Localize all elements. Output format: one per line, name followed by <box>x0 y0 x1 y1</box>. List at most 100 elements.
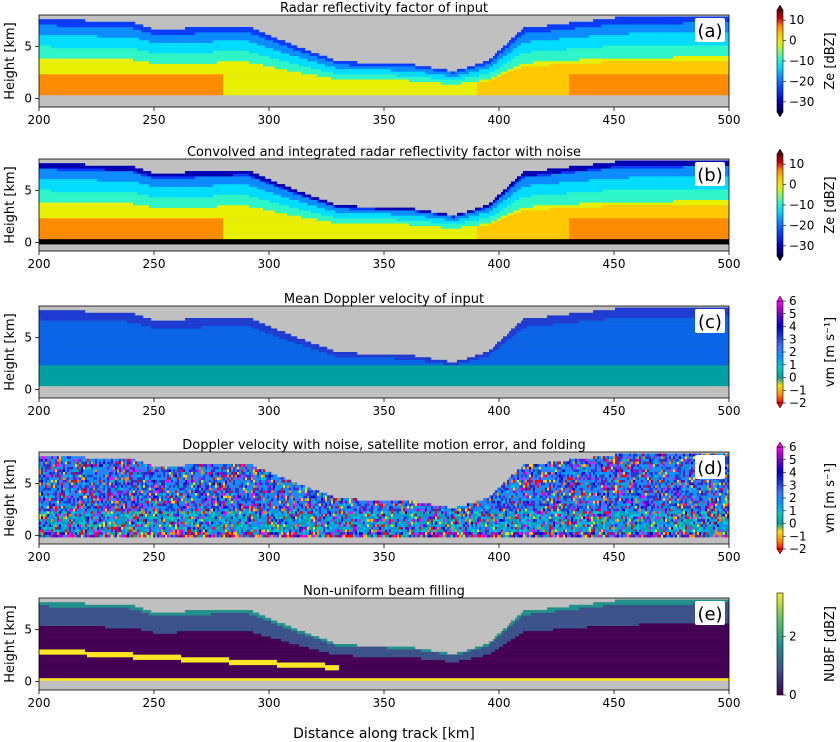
colorbar-tick-label: 0 <box>789 688 797 702</box>
y-tick-label: 0 <box>24 675 32 689</box>
x-tick-label: 350 <box>373 550 396 564</box>
y-tick-label: 5 <box>24 622 32 636</box>
panel-label-text: (a) <box>697 21 722 42</box>
panel-title: Doppler velocity with noise, satellite m… <box>182 438 585 453</box>
x-tick-label: 450 <box>603 113 626 127</box>
colorbar-label: vm [m s⁻¹] <box>823 463 838 533</box>
y-tick-label: 5 <box>24 183 32 197</box>
panel-label: (a) <box>695 18 725 42</box>
x-tick-label: 400 <box>488 113 511 127</box>
colorbar-tick-label: −20 <box>789 74 814 88</box>
x-tick-label: 200 <box>28 257 51 271</box>
x-tick-label: 250 <box>143 113 166 127</box>
colorbar-tick-label: −1 <box>789 529 807 543</box>
colorbar-tick-label: −30 <box>789 95 814 109</box>
x-tick-label: 450 <box>603 257 626 271</box>
x-tick-label: 450 <box>603 696 626 710</box>
colorbar-tick-label: −10 <box>789 198 814 212</box>
x-tick-label: 200 <box>28 696 51 710</box>
panel-label-text: (d) <box>697 458 722 479</box>
x-tick-label: 500 <box>718 113 741 127</box>
colorbar-tick-label: 10 <box>789 157 804 171</box>
panel-title: Radar reflectivity factor of input <box>280 1 488 16</box>
data-field <box>39 307 729 387</box>
colorbar-tick-label: 4 <box>789 320 797 334</box>
colorbar-tick-label: 2 <box>789 630 797 644</box>
x-tick-label: 200 <box>28 404 51 418</box>
x-tick-label: 200 <box>28 113 51 127</box>
panel-title: Convolved and integrated radar reflectiv… <box>187 145 581 160</box>
x-tick-label: 500 <box>718 257 741 271</box>
y-tick-label: 5 <box>24 476 32 490</box>
panel-e: Non-uniform beam filling(e)200 250 300 350 4… <box>3 584 838 710</box>
y-axis-label: Height [km] <box>3 22 18 99</box>
x-tick-label: 400 <box>488 257 511 271</box>
x-tick-label: 350 <box>373 113 396 127</box>
x-tick-label: 500 <box>718 550 741 564</box>
colorbar-tick-label: 3 <box>789 332 797 346</box>
x-tick-label: 400 <box>488 550 511 564</box>
x-tick-label: 250 <box>143 696 166 710</box>
panel-a: Radar reflectivity factor of input (a) 200… <box>3 1 838 127</box>
colorbar-tick-label: 5 <box>789 453 797 467</box>
colorbar-tick-label: 6 <box>789 440 797 454</box>
x-tick-label: 300 <box>258 550 281 564</box>
colorbar-label: NUBF [dBZ] <box>823 606 838 682</box>
colorbar-label: vm [m s⁻¹] <box>823 317 838 387</box>
panel-label: (c) <box>695 309 725 333</box>
colorbar-label: Ze [dBZ] <box>823 176 838 233</box>
data-field <box>39 160 729 245</box>
colorbar-tick-label: −2 <box>789 542 807 556</box>
y-tick-label: 0 <box>24 236 32 250</box>
y-axis-label: Height [km] <box>3 459 18 536</box>
colorbar-tick-label: 0 <box>789 34 797 48</box>
x-tick-label: 350 <box>373 696 396 710</box>
x-tick-label: 200 <box>28 550 51 564</box>
panel-label: (e) <box>695 601 725 625</box>
x-tick-label: 450 <box>603 550 626 564</box>
y-tick-label: 0 <box>24 529 32 543</box>
y-axis-label: Height [km] <box>3 605 18 682</box>
colorbar-tick-label: 0 <box>789 517 797 531</box>
x-tick-label: 300 <box>258 113 281 127</box>
y-tick-label: 0 <box>24 92 32 106</box>
colorbar-tick-label: 1 <box>789 358 797 372</box>
x-tick-label: 300 <box>258 257 281 271</box>
panel-label-text: (c) <box>698 312 722 333</box>
x-tick-label: 500 <box>718 404 741 418</box>
colorbar-tick-label: −10 <box>789 54 814 68</box>
colorbar-tick-label: −20 <box>789 218 814 232</box>
panel-label-text: (e) <box>697 604 722 625</box>
panel-d: Doppler velocity with noise, satellite m… <box>3 438 838 564</box>
panel-label: (d) <box>695 455 725 479</box>
panel-label-text: (b) <box>697 165 722 186</box>
colorbar-tick-label: −1 <box>789 383 807 397</box>
colorbar-tick-label: 5 <box>789 307 797 321</box>
colorbar-tick-label: 2 <box>789 491 797 505</box>
panel-b: Convolved and integrated radar reflectiv… <box>3 145 838 271</box>
colorbar-tick-label: 2 <box>789 345 797 359</box>
panel-label: (b) <box>695 162 725 186</box>
panel-title: Mean Doppler velocity of input <box>284 292 484 307</box>
x-tick-label: 250 <box>143 404 166 418</box>
x-tick-label: 350 <box>373 404 396 418</box>
colorbar-tick-label: 1 <box>789 504 797 518</box>
x-tick-label: 500 <box>718 696 741 710</box>
panel-c: Mean Doppler velocity of input(c)200 250 3… <box>3 292 838 418</box>
x-tick-label: 300 <box>258 696 281 710</box>
colorbar-tick-label: 6 <box>789 294 797 308</box>
x-tick-label: 350 <box>373 257 396 271</box>
colorbar-tick-label: 0 <box>789 178 797 192</box>
colorbar: 10 0 −10 −20 −30 Ze [dBZ] <box>776 4 838 118</box>
colorbar: 10 0 −10 −20 −30 Ze [dBZ] <box>776 148 838 262</box>
panel-title: Non-uniform beam filling <box>303 584 465 599</box>
data-field <box>39 16 729 96</box>
colorbar-tick-label: −2 <box>789 396 807 410</box>
x-tick-label: 400 <box>488 404 511 418</box>
x-tick-label: 300 <box>258 404 281 418</box>
y-tick-label: 0 <box>24 383 32 397</box>
x-tick-label: 400 <box>488 696 511 710</box>
